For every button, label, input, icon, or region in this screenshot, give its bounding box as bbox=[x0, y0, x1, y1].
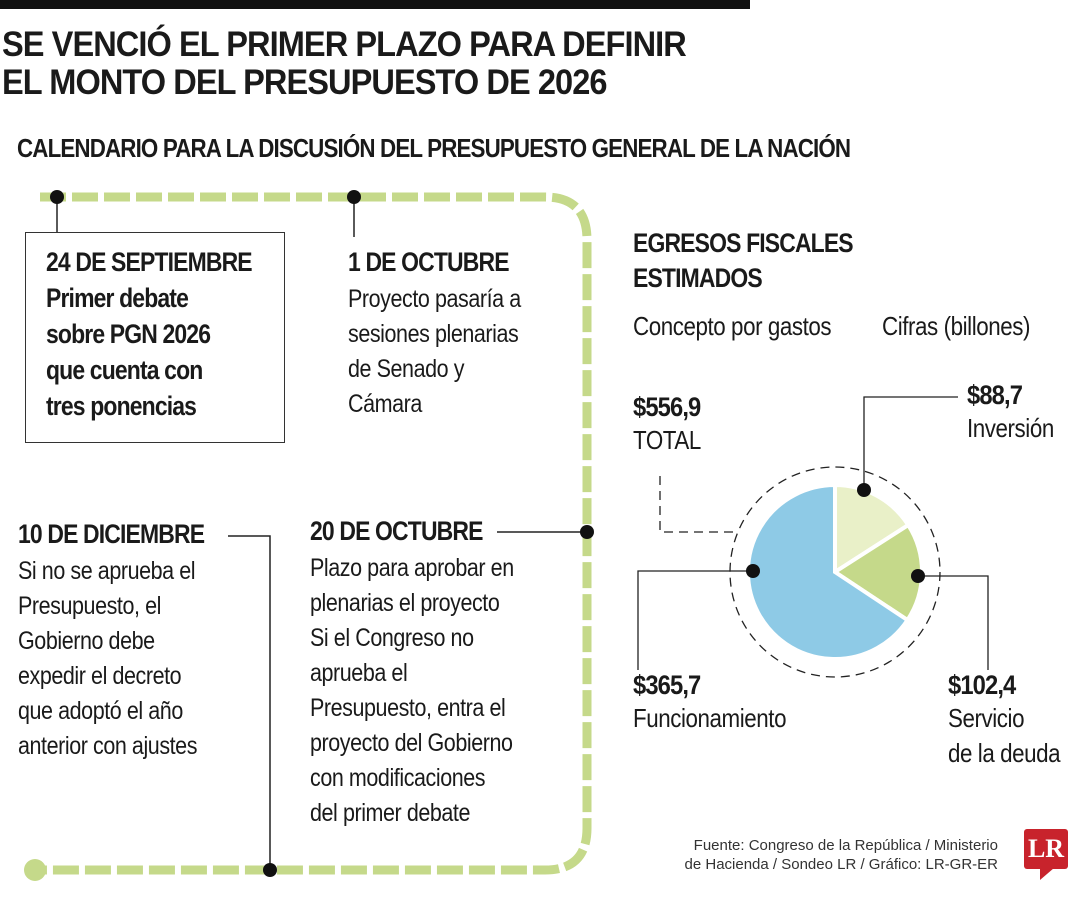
concept-label: Concepto por gastos bbox=[633, 311, 832, 341]
text-line: Presupuesto, entra el bbox=[310, 694, 506, 722]
text-line: Gobierno debe bbox=[18, 627, 155, 655]
event-10-dic: 10 DE DICIEMBRE Si no se aprueba el Pres… bbox=[18, 519, 237, 764]
data-label-funcionamiento: $365,7 Funcionamiento bbox=[633, 670, 811, 736]
slice-name: Funcionamiento bbox=[633, 703, 787, 733]
text-line: con modificaciones bbox=[310, 764, 486, 792]
slice-value: $88,7 bbox=[967, 380, 1023, 410]
unit-label: Cifras (billones) bbox=[882, 311, 1031, 341]
source-note: Fuente: Congreso de la República / Minis… bbox=[628, 836, 998, 874]
connector-line bbox=[228, 535, 271, 870]
pie-outer-dashed-ring bbox=[729, 466, 941, 678]
top-rule bbox=[0, 0, 750, 9]
total-value: $556,9 bbox=[633, 392, 701, 422]
text-line: plenarias el proyecto bbox=[310, 589, 500, 617]
text-line: Proyecto pasaría a bbox=[348, 285, 521, 313]
text-line: Primer debate bbox=[46, 283, 189, 313]
text-line: de la deuda bbox=[948, 738, 1061, 768]
marker-deuda bbox=[911, 569, 925, 583]
subheadline: CALENDARIO PARA LA DISCUSIÓN DEL PRESUPU… bbox=[17, 133, 851, 163]
event-date: 10 DE DICIEMBRE bbox=[18, 519, 205, 549]
slice-value: $365,7 bbox=[633, 670, 701, 700]
text-line: expedir el decreto bbox=[18, 662, 182, 690]
text-line: que adoptó el año bbox=[18, 697, 183, 725]
event-box-highlight bbox=[25, 232, 285, 443]
chart-title: EGRESOS FISCALES ESTIMADOS bbox=[633, 226, 854, 296]
marker-inversion bbox=[857, 483, 871, 497]
text-line: aprueba el bbox=[310, 659, 408, 687]
headline: SE VENCIÓ EL PRIMER PLAZO PARA DEFINIR E… bbox=[2, 25, 687, 102]
text-line: Presupuesto, el bbox=[18, 592, 161, 620]
lr-logo: LR bbox=[1024, 829, 1068, 869]
headline-line: EL MONTO DEL PRESUPUESTO DE 2026 bbox=[2, 63, 607, 102]
slice-name: Inversión bbox=[967, 413, 1054, 443]
timeline-start-dot bbox=[24, 859, 46, 881]
chart-title-line: ESTIMADOS bbox=[633, 263, 763, 293]
lr-logo-tail bbox=[1040, 868, 1054, 880]
pie-slices bbox=[746, 482, 924, 661]
event-date: 20 DE OCTUBRE bbox=[310, 516, 483, 546]
text-line: Plazo para aprobar en bbox=[310, 554, 514, 582]
text-line: Servicio bbox=[948, 703, 1025, 733]
total-label: $556,9 TOTAL bbox=[633, 392, 712, 458]
event-description: Proyecto pasaría a sesiones plenarias de… bbox=[348, 282, 521, 422]
text-line: Cámara bbox=[348, 390, 422, 418]
leader-line-inversion bbox=[863, 396, 958, 490]
event-date: 24 DE SEPTIEMBRE bbox=[46, 247, 253, 277]
marker-funcionamiento bbox=[746, 564, 760, 578]
slice-name: Servicio de la deuda bbox=[948, 701, 1061, 771]
pie-slice-funcionamiento bbox=[746, 482, 911, 661]
event-description: Plazo para aprobar en plenarias el proye… bbox=[310, 551, 514, 831]
text-line: de Senado y bbox=[348, 355, 465, 383]
total-caption: TOTAL bbox=[633, 425, 701, 455]
data-label-inversion: $88,7 Inversión bbox=[967, 380, 1068, 446]
headline-line: SE VENCIÓ EL PRIMER PLAZO PARA DEFINIR bbox=[2, 25, 687, 64]
event-description: Si no se aprueba el Presupuesto, el Gobi… bbox=[18, 554, 206, 764]
text-line: que cuenta con bbox=[46, 355, 203, 385]
pie-slice-inversión bbox=[833, 482, 912, 576]
event-description: Primer debate sobre PGN 2026 que cuenta … bbox=[46, 280, 252, 424]
timeline-dot bbox=[347, 190, 361, 204]
leader-line-deuda bbox=[918, 575, 989, 670]
text-line: del primer debate bbox=[310, 799, 471, 827]
text-line: sesiones plenarias bbox=[348, 320, 519, 348]
source-line: Fuente: Congreso de la República / Minis… bbox=[693, 837, 998, 854]
text-line: anterior con ajustes bbox=[18, 732, 198, 760]
timeline-dot bbox=[263, 863, 277, 877]
text-line: sobre PGN 2026 bbox=[46, 319, 211, 349]
source-line: de Hacienda / Sondeo LR / Gráfico: LR-GR… bbox=[684, 856, 998, 873]
timeline-dot bbox=[50, 190, 64, 204]
event-20-oct: 20 DE OCTUBRE Plazo para aprobar en plen… bbox=[310, 516, 547, 831]
text-line: proyecto del Gobierno bbox=[310, 729, 513, 757]
total-leader-line bbox=[659, 476, 733, 533]
event-24-sep: 24 DE SEPTIEMBRE Primer debate sobre PGN… bbox=[46, 247, 288, 424]
text-line: Si el Congreso no bbox=[310, 624, 474, 652]
slice-value: $102,4 bbox=[948, 670, 1016, 700]
text-line: tres ponencias bbox=[46, 391, 197, 421]
event-1-oct: 1 DE OCTUBRE Proyecto pasaría a sesiones… bbox=[348, 247, 549, 422]
chart-title-line: EGRESOS FISCALES bbox=[633, 228, 854, 258]
leader-line-funcionamiento bbox=[637, 570, 753, 670]
event-date: 1 DE OCTUBRE bbox=[348, 247, 510, 277]
data-label-deuda: $102,4 Servicio de la deuda bbox=[948, 670, 1078, 771]
text-line: Si no se aprueba el bbox=[18, 557, 196, 585]
timeline-dot bbox=[580, 525, 594, 539]
